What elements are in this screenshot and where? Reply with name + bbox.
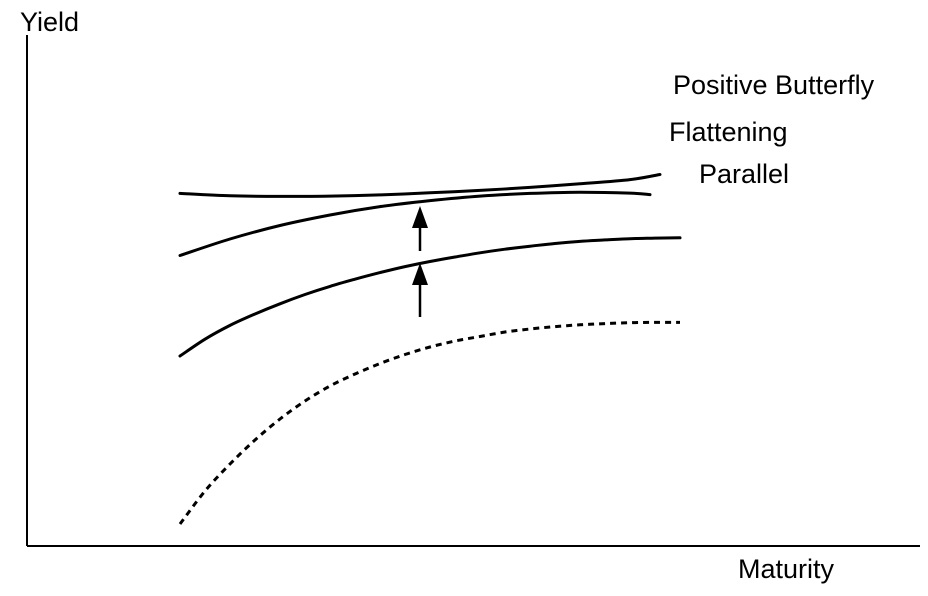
shift-arrow-head-2 (412, 206, 428, 228)
dashed-curve (178, 320, 681, 525)
series-layer (178, 173, 682, 525)
shift-arrow-head-1 (412, 263, 428, 285)
positive-butterfly-curve (178, 173, 662, 198)
y-axis-label: Yield (20, 7, 79, 37)
series-label-flattening: Flattening (669, 117, 788, 147)
parallel-curve (178, 236, 682, 358)
series-label-positive-butterfly: Positive Butterfly (673, 70, 875, 100)
x-axis-label: Maturity (738, 554, 835, 584)
flattening-curve (178, 190, 652, 257)
series-label-parallel: Parallel (699, 159, 789, 189)
arrow-layer (412, 206, 428, 317)
